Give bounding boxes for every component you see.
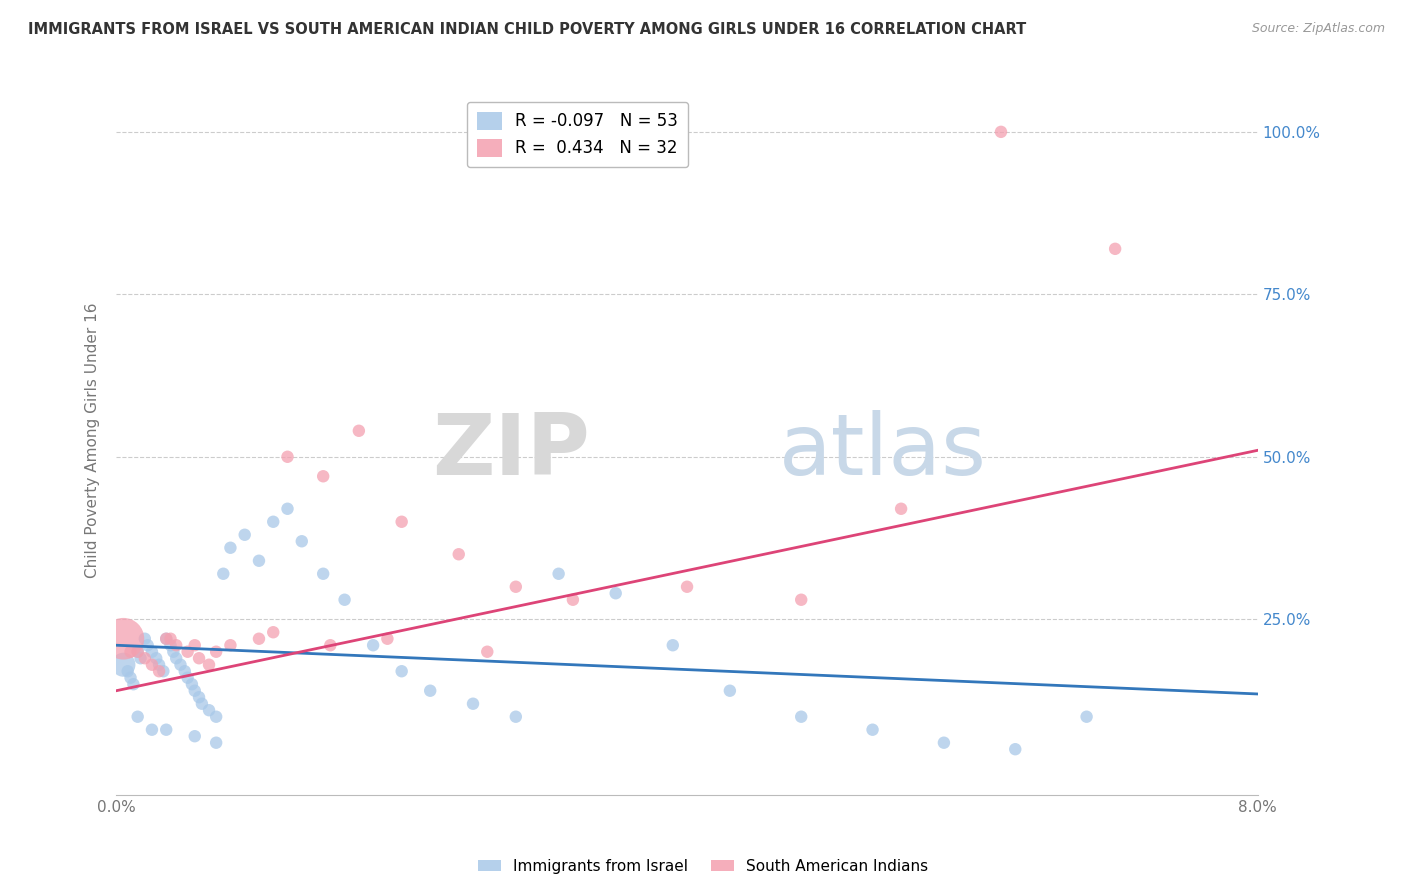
Point: [120, 645, 142, 659]
Point: [134, 632, 156, 646]
Point: [117, 664, 139, 678]
Point: [120, 671, 142, 685]
Point: [276, 450, 298, 464]
Point: [136, 638, 159, 652]
Text: Source: ZipAtlas.com: Source: ZipAtlas.com: [1251, 22, 1385, 36]
Point: [184, 638, 207, 652]
Point: [205, 736, 228, 750]
Point: [862, 723, 884, 737]
Point: [165, 638, 187, 652]
Point: [233, 528, 256, 542]
Point: [212, 566, 235, 581]
Point: [141, 657, 163, 672]
Point: [155, 723, 177, 737]
Point: [990, 125, 1012, 139]
Point: [134, 651, 156, 665]
Point: [219, 541, 242, 555]
Point: [662, 638, 685, 652]
Point: [419, 683, 441, 698]
Point: [319, 638, 342, 652]
Legend: Immigrants from Israel, South American Indians: Immigrants from Israel, South American I…: [472, 853, 934, 880]
Y-axis label: Child Poverty Among Girls Under 16: Child Poverty Among Girls Under 16: [86, 302, 100, 578]
Point: [890, 501, 912, 516]
Point: [461, 697, 484, 711]
Point: [377, 632, 399, 646]
Point: [676, 580, 699, 594]
Point: [333, 592, 356, 607]
Point: [312, 566, 335, 581]
Text: atlas: atlas: [779, 409, 987, 492]
Point: [122, 677, 145, 691]
Point: [790, 592, 813, 607]
Point: [162, 645, 184, 659]
Point: [152, 664, 174, 678]
Point: [127, 645, 149, 659]
Legend: R = -0.097   N = 53, R =  0.434   N = 32: R = -0.097 N = 53, R = 0.434 N = 32: [467, 102, 689, 168]
Point: [155, 632, 177, 646]
Point: [112, 657, 135, 672]
Point: [262, 515, 284, 529]
Point: [561, 592, 583, 607]
Point: [291, 534, 314, 549]
Point: [127, 645, 149, 659]
Point: [391, 664, 413, 678]
Point: [191, 697, 214, 711]
Point: [247, 554, 270, 568]
Text: IMMIGRANTS FROM ISRAEL VS SOUTH AMERICAN INDIAN CHILD POVERTY AMONG GIRLS UNDER : IMMIGRANTS FROM ISRAEL VS SOUTH AMERICAN…: [28, 22, 1026, 37]
Point: [148, 664, 170, 678]
Point: [605, 586, 627, 600]
Point: [262, 625, 284, 640]
Point: [276, 501, 298, 516]
Point: [391, 515, 413, 529]
Point: [148, 657, 170, 672]
Point: [184, 729, 207, 743]
Point: [205, 709, 228, 723]
Point: [505, 580, 527, 594]
Point: [180, 677, 202, 691]
Point: [1076, 709, 1098, 723]
Point: [155, 632, 177, 646]
Point: [188, 651, 211, 665]
Point: [141, 723, 163, 737]
Point: [145, 651, 167, 665]
Point: [477, 645, 499, 659]
Point: [205, 645, 228, 659]
Point: [173, 664, 195, 678]
Point: [247, 632, 270, 646]
Point: [176, 671, 198, 685]
Point: [184, 683, 207, 698]
Point: [447, 547, 470, 561]
Point: [159, 632, 181, 646]
Point: [188, 690, 211, 705]
Point: [347, 424, 370, 438]
Text: ZIP: ZIP: [432, 409, 591, 492]
Point: [219, 638, 242, 652]
Point: [1004, 742, 1026, 756]
Point: [159, 638, 181, 652]
Point: [505, 709, 527, 723]
Point: [932, 736, 955, 750]
Point: [790, 709, 813, 723]
Point: [198, 657, 221, 672]
Point: [165, 651, 187, 665]
Point: [361, 638, 384, 652]
Point: [312, 469, 335, 483]
Point: [176, 645, 198, 659]
Point: [127, 709, 149, 723]
Point: [198, 703, 221, 717]
Point: [129, 651, 152, 665]
Point: [112, 632, 135, 646]
Point: [718, 683, 741, 698]
Point: [1104, 242, 1126, 256]
Point: [169, 657, 191, 672]
Point: [141, 645, 163, 659]
Point: [547, 566, 569, 581]
